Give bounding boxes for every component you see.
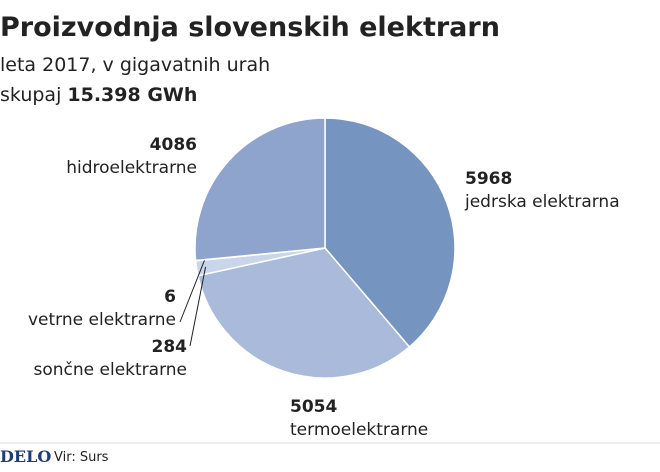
data-label: 284 — [152, 337, 188, 357]
total: 15.398 GWh — [67, 84, 197, 106]
category-label: jedrska elektrarna — [464, 192, 620, 212]
data-label: 5968 — [465, 169, 512, 189]
chart-title: Proizvodnja slovenskih elektrarn — [0, 12, 500, 43]
category-label: vetrne elektrarne — [28, 310, 176, 330]
data-label: 4086 — [150, 135, 197, 155]
brand: DELO — [0, 447, 51, 466]
data-label: 6 — [164, 287, 176, 307]
pie-slice — [197, 247, 411, 379]
total-line: skupaj 15.398 GWh — [0, 84, 197, 106]
leader-line — [189, 266, 207, 347]
category-label: hidroelektrarne — [66, 158, 197, 178]
total-label: skupaj — [0, 84, 61, 106]
subtitle: leta 2017, v gigavatnih urah — [0, 54, 270, 76]
data-label: 5054 — [290, 397, 337, 417]
leader-line — [179, 259, 206, 323]
category-label: termoelektrarne — [290, 420, 428, 440]
pie-slice — [194, 117, 326, 262]
category-label: sončne elektrarne — [34, 360, 188, 380]
pie-slice — [324, 117, 456, 348]
source: Vir: Surs — [54, 450, 109, 465]
